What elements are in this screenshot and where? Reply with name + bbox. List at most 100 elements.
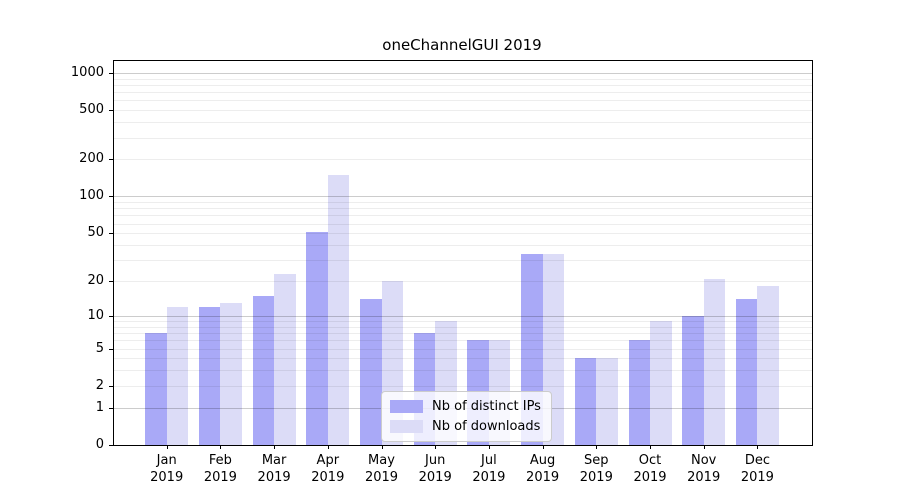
x-tick-label: Jan 2019 (137, 452, 197, 486)
x-tick-year: 2019 (472, 470, 506, 485)
y-tick-label: 20 (87, 273, 104, 289)
minor-gridline (114, 281, 812, 283)
x-tick-year: 2019 (526, 470, 560, 485)
legend-swatch-distinct-ips (390, 400, 423, 413)
minor-gridline (114, 159, 812, 161)
minor-gridline (114, 84, 812, 86)
legend-label-distinct-ips: Nb of distinct IPs (432, 399, 541, 414)
y-tick-mark (109, 281, 114, 283)
bar-downloads-sep (596, 358, 618, 445)
y-tick-mark (109, 445, 114, 446)
x-tick-month: May (368, 453, 395, 468)
minor-gridline (114, 110, 812, 112)
minor-gridline (114, 245, 812, 246)
minor-gridline (114, 260, 812, 262)
x-tick-year: 2019 (203, 470, 237, 485)
minor-gridline (114, 321, 812, 322)
y-tick-mark (109, 385, 114, 387)
x-tick-year: 2019 (579, 470, 613, 485)
bar-downloads-feb (220, 302, 242, 445)
y-tick-label: 0 (95, 437, 104, 452)
y-tick-label: 500 (79, 102, 104, 118)
minor-gridline (114, 92, 812, 94)
bar-distinct-ips-feb (198, 306, 221, 445)
bar-downloads-nov (703, 278, 726, 445)
bar-downloads-mar (274, 273, 296, 445)
legend-swatch-downloads (390, 420, 423, 433)
minor-gridline (114, 333, 812, 335)
x-tick-label: Oct 2019 (620, 452, 680, 486)
minor-gridline (114, 385, 812, 387)
x-tick-label: Mar 2019 (244, 452, 304, 486)
y-tick-mark (109, 110, 114, 112)
plot-area: Nb of distinct IPs Nb of downloads 0 1 2 5 1… (71, 60, 813, 485)
x-tick-month: Aug (529, 453, 556, 468)
x-tick-month: Dec (744, 453, 770, 468)
x-tick-mark (381, 445, 383, 449)
legend: Nb of distinct IPs Nb of downloads (381, 391, 552, 442)
bar-distinct-ips-nov (682, 315, 704, 445)
minor-gridline (114, 215, 812, 217)
y-tick-label: 5 (95, 340, 104, 356)
legend-item-downloads: Nb of downloads (390, 419, 541, 434)
x-tick-month: Feb (208, 453, 232, 468)
bar-downloads-jan (166, 306, 189, 445)
x-tick-label: Aug 2019 (513, 452, 573, 486)
minor-gridline (114, 340, 812, 342)
minor-gridline (114, 326, 812, 328)
legend-label-downloads: Nb of downloads (432, 419, 541, 434)
minor-gridline (114, 348, 812, 350)
x-tick-month: Jul (481, 453, 497, 468)
x-tick-month: Nov (691, 453, 717, 468)
bar-distinct-ips-dec (735, 299, 758, 445)
y-tick-mark (109, 348, 114, 350)
x-tick-month: Mar (261, 453, 287, 468)
y-tick-label: 200 (79, 151, 104, 167)
bar-downloads-oct (650, 321, 672, 445)
x-tick-mark (650, 445, 651, 449)
x-tick-mark (220, 445, 222, 449)
chart-title: oneChannelGUI 2019 (382, 36, 542, 54)
bar-distinct-ips-apr (306, 232, 328, 445)
x-tick-month: Oct (638, 453, 662, 468)
x-tick-mark (327, 445, 329, 449)
x-tick-mark (274, 445, 276, 449)
minor-gridline (114, 137, 812, 139)
minor-gridline (114, 223, 812, 225)
x-tick-label: Dec 2019 (727, 452, 787, 486)
bar-distinct-ips-mar (252, 295, 275, 445)
bar-downloads-apr (327, 174, 350, 445)
major-gridline (114, 196, 812, 198)
x-tick-month: Jun (425, 453, 446, 468)
x-tick-month: Sep (584, 453, 609, 468)
major-gridline (114, 72, 812, 74)
minor-gridline (114, 358, 812, 360)
x-tick-label: Apr 2019 (298, 452, 358, 486)
y-tick-label: 50 (87, 225, 104, 241)
x-tick-year: 2019 (364, 470, 399, 485)
x-tick-label: Sep 2019 (566, 452, 626, 486)
x-tick-mark (703, 445, 705, 449)
y-tick-mark (109, 315, 114, 317)
x-tick-mark (542, 445, 544, 449)
minor-gridline (114, 122, 812, 124)
y-tick-label: 10 (87, 307, 104, 323)
y-tick-mark (109, 196, 114, 198)
x-tick-month: Jan (156, 453, 177, 468)
x-tick-year: 2019 (633, 470, 667, 485)
legend-item-distinct-ips: Nb of distinct IPs (390, 399, 541, 414)
bar-distinct-ips-may (360, 299, 382, 445)
x-tick-mark (757, 445, 759, 449)
x-tick-year: 2019 (418, 470, 452, 485)
minor-gridline (114, 100, 812, 102)
minor-gridline (114, 202, 812, 204)
x-tick-mark (488, 445, 490, 449)
bar-downloads-dec (757, 286, 779, 445)
x-tick-mark (596, 445, 598, 449)
x-tick-year: 2019 (311, 470, 345, 485)
x-tick-label: Jul 2019 (459, 452, 519, 486)
x-tick-year: 2019 (150, 470, 184, 485)
x-tick-month: Apr (316, 453, 340, 468)
x-tick-label: May 2019 (352, 452, 412, 486)
